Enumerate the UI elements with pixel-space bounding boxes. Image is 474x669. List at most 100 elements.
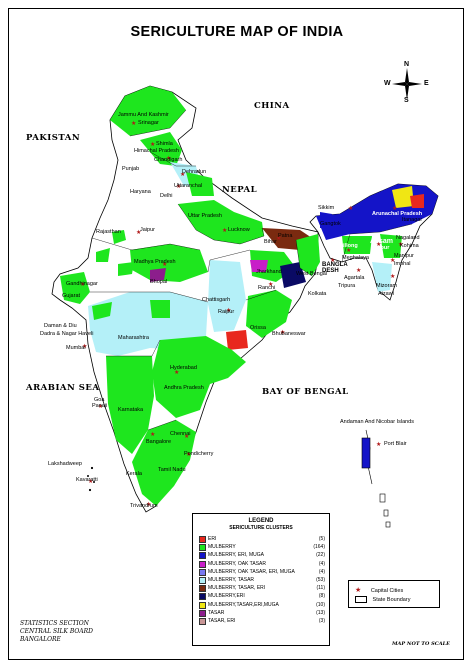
svg-text:★: ★ — [276, 235, 281, 242]
legend: LEGEND SERICULTURE CLUSTERS ERI (5) MULBE… — [192, 513, 330, 646]
legend-swatch — [199, 585, 206, 593]
legend-swatch — [199, 560, 206, 568]
label-andhra-pradesh: Andhra Pradesh — [164, 385, 204, 391]
label-dehradun: Dehradun — [182, 169, 207, 175]
label-uttar-pradesh: Uttar Pradesh — [188, 213, 222, 219]
footer-line-2: CENTRAL SILK BOARD — [20, 628, 93, 635]
label-hyderabad: Hyderabad — [170, 365, 197, 371]
footer-line-1: STATISTICS SECTION — [20, 620, 89, 627]
lakshadweep-islands — [87, 466, 95, 492]
svg-text:★: ★ — [280, 329, 285, 336]
label-raipur: Raipur — [218, 309, 235, 315]
legend-swatch — [199, 552, 206, 560]
boundary-swatch-icon — [355, 596, 367, 603]
legend-subtitle: SERICULTURE CLUSTERS — [229, 525, 293, 531]
label-dispur: Dispur — [372, 245, 390, 251]
label-uttaranchal: Uttaranchal — [174, 183, 203, 189]
label-shimla: Shimla — [156, 141, 173, 147]
label-chhattisgarh: Chattisgarh — [202, 297, 231, 303]
label-srinagar: Srinagar — [138, 120, 159, 126]
svg-text:★: ★ — [376, 441, 381, 448]
key-boundary-row: State Boundary — [355, 596, 410, 603]
legend-swatch — [199, 544, 206, 552]
legend-item-mulberry-tasar: MULBERRY, TASAR (53) — [199, 576, 325, 584]
label-meghalaya: Meghalaya — [342, 255, 369, 261]
andaman-islands — [361, 429, 391, 528]
label-andaman-nicobar: Andaman And Nicobar Islands — [340, 419, 414, 425]
svg-text:★: ★ — [136, 229, 141, 236]
svg-text:★: ★ — [184, 433, 189, 440]
svg-text:★: ★ — [390, 273, 395, 280]
svg-text:★: ★ — [348, 205, 353, 212]
legend-swatch — [199, 601, 206, 609]
label-jaipur: Jaipur — [140, 227, 155, 233]
key-boundary-label: State Boundary — [372, 596, 411, 603]
label-nepal: NEPAL — [222, 185, 258, 195]
key-capital-row: ★ Capital Cities — [355, 586, 403, 594]
label-bangalore: Bangalore — [146, 439, 172, 445]
label-gangtok: Gangtok — [320, 221, 341, 227]
legend-item-mulberry-tasar-eri: MULBERRY, TASAR, ERI (11) — [199, 584, 325, 593]
label-nagaland: Nagaland — [396, 235, 420, 241]
label-pakistan: PAKISTAN — [26, 133, 81, 143]
label-aizawl: Aizawl — [378, 291, 394, 297]
legend-swatch — [199, 576, 206, 584]
legend-swatch — [199, 593, 206, 601]
compass-west: W — [384, 80, 391, 87]
legend-item-mulberry-tasar-eri-muga: MULBERRY,TASAR,ERI,MUGA (10) — [199, 601, 325, 609]
legend-swatch — [199, 536, 206, 543]
compass-north: N — [404, 61, 410, 68]
svg-text:★: ★ — [392, 205, 397, 212]
svg-text:★: ★ — [376, 241, 381, 248]
svg-text:★: ★ — [176, 183, 181, 190]
svg-text:★: ★ — [390, 257, 395, 264]
map-title: SERICULTURE MAP OF INDIA — [130, 24, 344, 40]
svg-text:★: ★ — [88, 478, 93, 485]
legend-item-tasar-eri: TASAR, ERI (3) — [199, 617, 325, 625]
footer-line-3: BANGALORE — [20, 636, 61, 643]
label-bangla-desh: BANGLA DESH — [322, 262, 348, 274]
state-boundaries — [90, 109, 413, 431]
label-maharashtra: Maharashtra — [118, 335, 149, 341]
label-tripura: Tripura — [338, 283, 356, 289]
label-bihar: Bihar — [264, 239, 277, 245]
svg-text:★: ★ — [98, 403, 103, 410]
legend-item-mulberry-eri-muga: MULBERRY, ERI, MUGA (22) — [199, 551, 325, 560]
label-jammu-kashmir: Jammu And Kashmir — [118, 112, 169, 118]
legend-item-tasar: TASAR (13) — [199, 609, 325, 617]
cluster-regions — [60, 86, 438, 506]
label-pondicherry: Pondicherry — [184, 451, 214, 457]
label-patna: Patna — [278, 233, 293, 239]
label-tamil-nadu: Tamil Nadu — [158, 467, 186, 473]
footer-credit: STATISTICS SECTION CENTRAL SILK BOARD BA… — [20, 620, 93, 644]
label-mizoram: Mizoram — [376, 283, 398, 289]
label-shillong: Shillong — [336, 243, 358, 249]
label-mumbai: Mumbai — [66, 345, 86, 351]
label-manipur: Manipur — [394, 253, 414, 259]
label-delhi: Delhi — [160, 193, 173, 199]
legend-item-mulberry-eri: MULBERRY,ERI (8) — [199, 592, 325, 601]
label-bhopal: Bhopal — [150, 279, 168, 285]
label-orissa: Orissa — [250, 325, 266, 331]
svg-text:★: ★ — [166, 155, 171, 162]
capital-stars: ★★★ ★★★ ★★★ ★★★ ★★★ ★★★ ★★★ ★★★ ★★ ★ ★★★ … — [80, 120, 403, 508]
label-lucknow: Lucknow — [228, 227, 250, 233]
label-chandigarh: Chandigarh — [154, 157, 183, 163]
svg-text:★: ★ — [80, 281, 85, 288]
label-punjab: Punjab — [122, 166, 140, 172]
label-jharkhand: Jharkhand — [256, 269, 282, 275]
label-goa: Goa — [94, 397, 105, 403]
label-madhya-pradesh: Madhya Pradesh — [134, 259, 176, 265]
svg-text:★: ★ — [162, 261, 167, 268]
svg-text:★: ★ — [131, 120, 136, 127]
svg-text:★: ★ — [330, 257, 335, 264]
legend-item-mulberry-oak-tasar: MULBERRY, OAK TASAR (4) — [199, 560, 325, 568]
compass-south: S — [404, 97, 409, 104]
svg-text:★: ★ — [150, 141, 155, 148]
key-capital-label: Capital Cities — [370, 588, 404, 594]
compass-east: E — [424, 80, 429, 87]
label-arabian-sea: ARABIAN SEA — [26, 383, 100, 393]
svg-text:★: ★ — [174, 369, 179, 376]
label-assam: Assam — [370, 238, 393, 245]
